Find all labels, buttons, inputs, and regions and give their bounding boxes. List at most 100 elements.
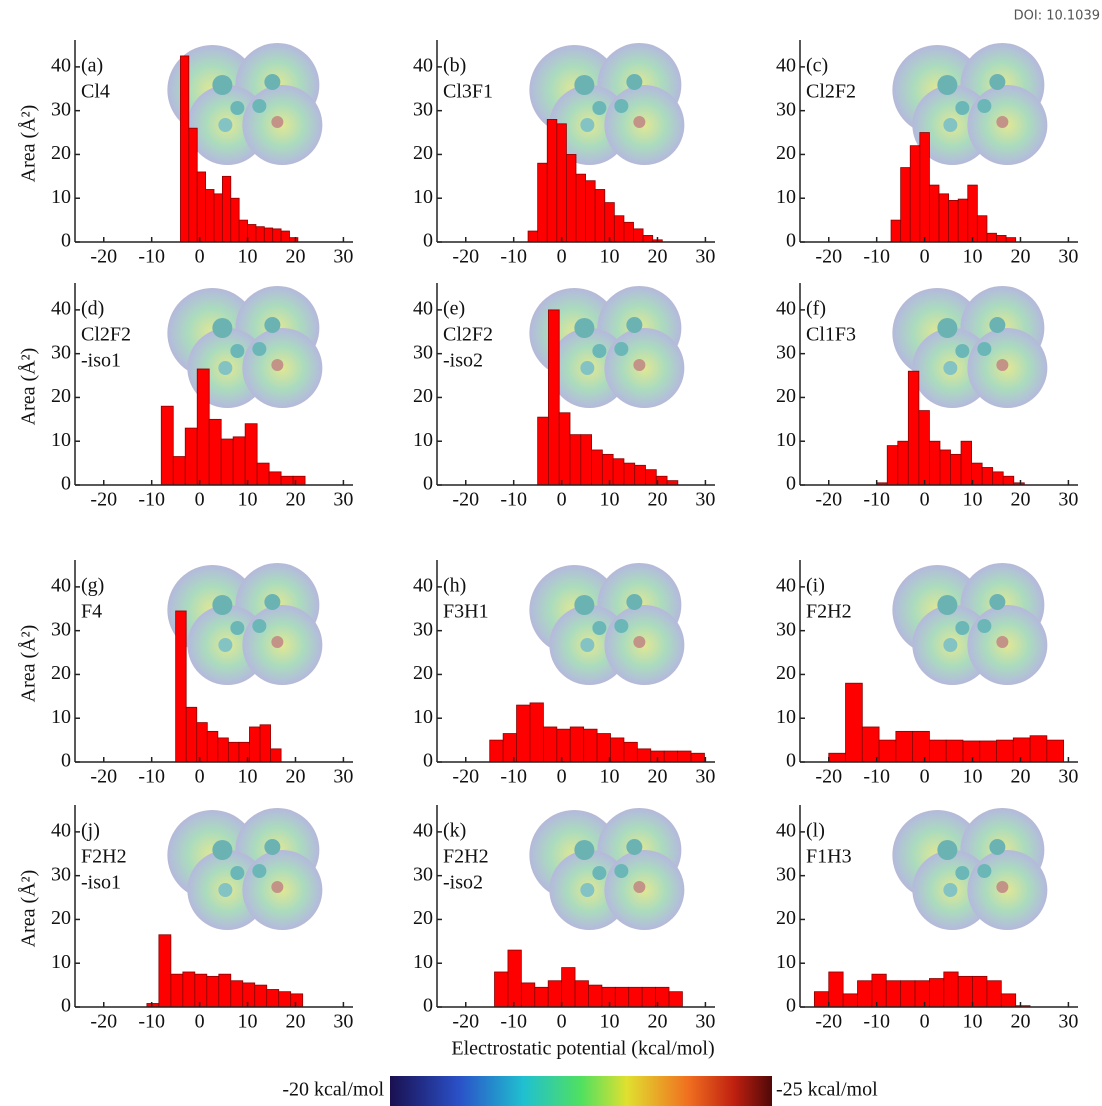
x-tick-label: -20 <box>815 246 842 268</box>
panel-label: (i) <box>806 575 825 597</box>
histogram-bar <box>843 994 857 1007</box>
atom <box>977 99 991 113</box>
histogram-bar <box>858 981 872 1007</box>
x-tick-label: 20 <box>647 766 667 788</box>
histogram-bar <box>291 994 303 1007</box>
histogram-bar <box>643 235 653 242</box>
histogram-bar <box>195 974 207 1007</box>
y-tick-label: 40 <box>413 819 433 841</box>
histogram-bar <box>575 981 588 1007</box>
histogram-bar <box>206 189 214 242</box>
x-tick-label: -20 <box>90 489 117 511</box>
histogram-bar <box>239 220 247 242</box>
atom <box>614 99 628 113</box>
panel-label: (f) <box>806 298 826 320</box>
x-tick-label: 0 <box>557 246 567 268</box>
histogram-bar <box>171 974 183 1007</box>
y-tick-label: 10 <box>413 706 433 728</box>
x-tick-label: -10 <box>863 1011 890 1033</box>
atom <box>937 75 957 95</box>
figure: DOI: 10.1039 Electrostatic potential (kc… <box>0 0 1102 1106</box>
x-tick-label: -10 <box>138 246 165 268</box>
y-tick-label: 30 <box>776 863 796 885</box>
histogram-bar <box>231 198 239 242</box>
histogram-bar <box>570 727 583 762</box>
histogram-bar <box>987 981 1001 1007</box>
x-tick-label: -10 <box>863 246 890 268</box>
atom <box>271 636 283 648</box>
y-axis-label: Area (Å²) <box>18 870 40 948</box>
x-tick-label: 20 <box>285 246 305 268</box>
x-tick-label: 10 <box>238 489 258 511</box>
histogram-bar <box>207 976 219 1007</box>
histogram-bar <box>595 189 605 242</box>
y-tick-label: 0 <box>61 230 71 252</box>
histogram-bar <box>624 222 634 242</box>
colorbar-min-label: -20 kcal/mol <box>282 1079 384 1101</box>
histogram-bar <box>913 731 930 762</box>
x-tick-label: 0 <box>195 246 205 268</box>
histogram-bar <box>570 435 581 485</box>
panel-label: (e) <box>443 298 465 320</box>
y-tick-label: 10 <box>51 951 71 973</box>
x-tick-label: -10 <box>138 766 165 788</box>
atom <box>633 116 645 128</box>
x-tick-label: 10 <box>963 246 983 268</box>
compound-name: F3H1 <box>443 601 489 623</box>
histogram-bar <box>588 985 601 1007</box>
y-tick-label: 10 <box>776 186 796 208</box>
y-tick-label: 40 <box>51 54 71 76</box>
y-tick-label: 30 <box>51 341 71 363</box>
x-tick-label: -10 <box>500 766 527 788</box>
histogram-bar <box>530 703 543 762</box>
x-tick-label: 20 <box>647 246 667 268</box>
histogram-bar <box>586 181 596 242</box>
y-tick-label: 20 <box>413 662 433 684</box>
y-tick-label: 0 <box>423 750 433 772</box>
compound-name: Cl3F1 <box>443 81 493 103</box>
compound-name: F4 <box>81 601 102 623</box>
histogram-bar <box>209 419 221 485</box>
y-tick-label: 30 <box>51 98 71 120</box>
y-tick-label: 10 <box>51 186 71 208</box>
compound-name: Cl2F2 <box>806 81 856 103</box>
histogram-bar <box>1013 738 1030 762</box>
histogram-bar <box>624 463 635 485</box>
compound-name: -iso2 <box>443 872 483 894</box>
atom <box>574 318 594 338</box>
y-tick-label: 20 <box>413 142 433 164</box>
x-tick-label: 30 <box>1058 766 1078 788</box>
histogram-bar <box>887 446 898 485</box>
histogram-bar <box>908 371 919 485</box>
x-tick-label: 0 <box>195 489 205 511</box>
atom <box>996 116 1008 128</box>
y-tick-label: 20 <box>413 385 433 407</box>
histogram-bar <box>521 983 534 1007</box>
y-tick-label: 10 <box>776 429 796 451</box>
y-axis-label: Area (Å²) <box>18 625 40 703</box>
y-tick-label: 30 <box>51 863 71 885</box>
histogram-bar <box>559 413 570 485</box>
y-tick-label: 20 <box>776 907 796 929</box>
y-tick-label: 0 <box>61 995 71 1017</box>
compound-name: Cl2F2 <box>443 324 493 346</box>
atom <box>633 359 645 371</box>
atom <box>937 318 957 338</box>
atom <box>943 883 957 897</box>
atom <box>614 619 628 633</box>
histogram-bar <box>879 740 896 762</box>
histogram-bar <box>615 987 628 1007</box>
atom <box>955 866 969 880</box>
x-tick-label: -10 <box>500 489 527 511</box>
atom <box>230 344 244 358</box>
histogram-bar <box>691 753 704 762</box>
panel-label: (k) <box>443 820 466 842</box>
x-tick-label: 10 <box>238 766 258 788</box>
histogram-bar <box>180 56 188 242</box>
x-tick-label: 30 <box>333 1011 353 1033</box>
histogram-bar <box>901 981 915 1007</box>
atom <box>218 361 232 375</box>
x-tick-label: 0 <box>920 489 930 511</box>
y-tick-label: 30 <box>776 341 796 363</box>
atom <box>989 839 1005 855</box>
